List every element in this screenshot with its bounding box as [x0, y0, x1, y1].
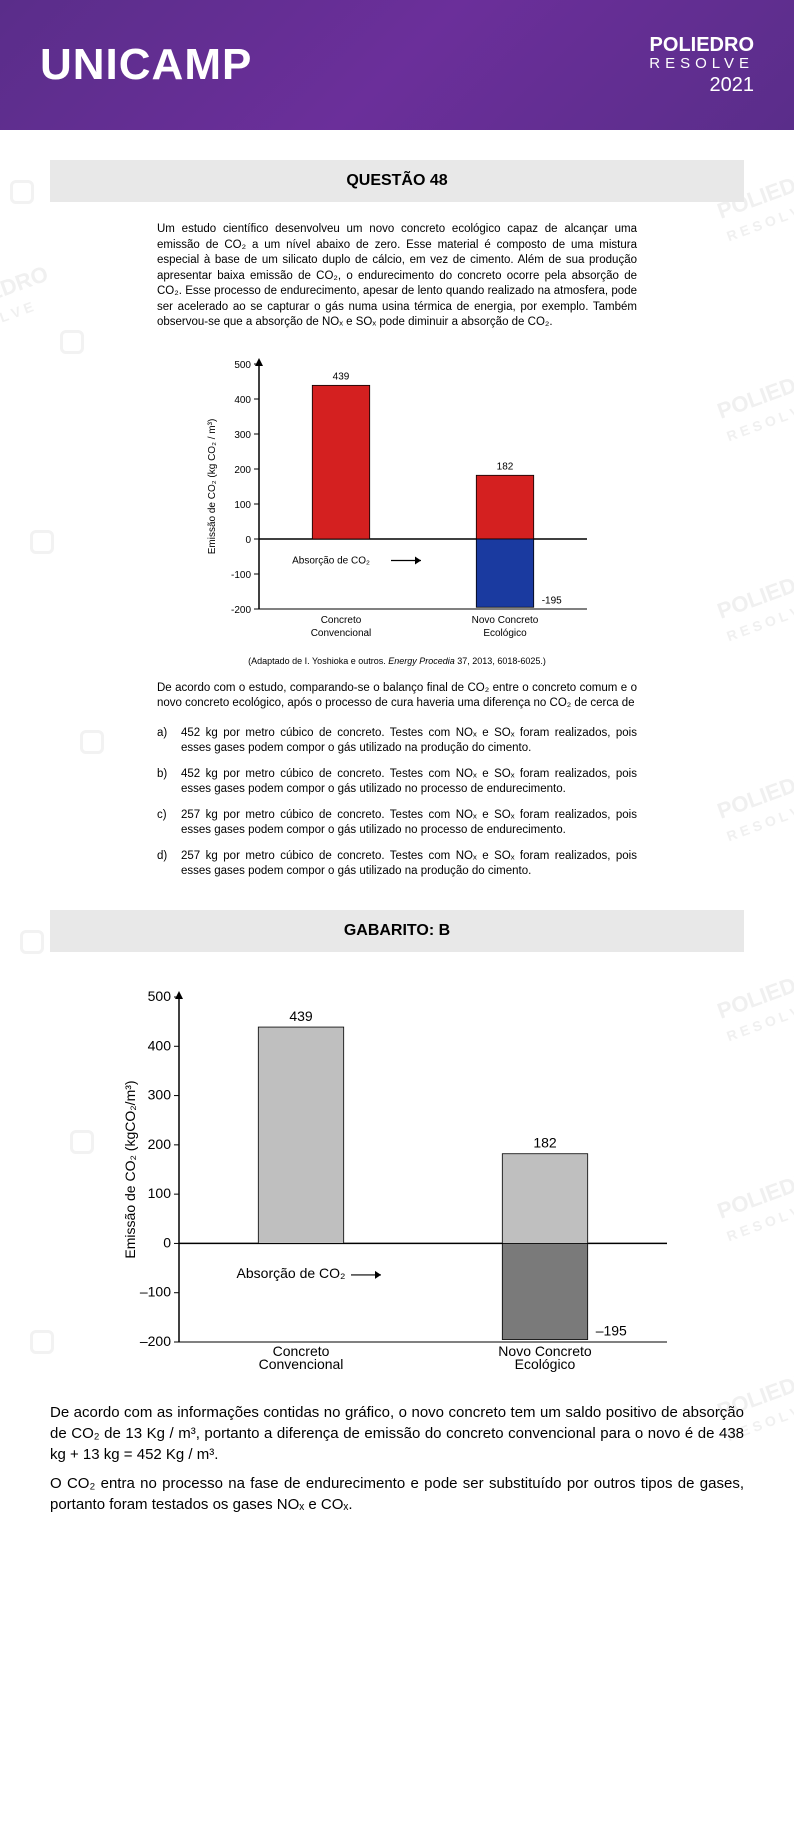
- option-label: c): [157, 808, 181, 839]
- option-text: 257 kg por metro cúbico de concreto. Tes…: [181, 849, 637, 880]
- svg-text:–200: –200: [140, 1333, 171, 1349]
- svg-text:300: 300: [234, 430, 251, 441]
- answer-paragraph-1: De acordo com as informações contidas no…: [50, 1402, 744, 1465]
- answer-chart: –200–1000100200300400500ConcretoConvenci…: [117, 982, 677, 1382]
- question-stem: Um estudo científico desenvolveu um novo…: [157, 222, 637, 331]
- svg-text:0: 0: [163, 1234, 171, 1250]
- svg-text:-200: -200: [231, 605, 251, 616]
- svg-text:Novo Concreto: Novo Concreto: [472, 615, 539, 626]
- option-a: a) 452 kg por metro cúbico de concreto. …: [157, 726, 637, 757]
- svg-text:400: 400: [234, 395, 251, 406]
- svg-text:100: 100: [234, 500, 251, 511]
- svg-text:500: 500: [148, 988, 172, 1004]
- question-subprompt: De acordo com o estudo, comparando-se o …: [157, 681, 637, 712]
- option-d: d) 257 kg por metro cúbico de concreto. …: [157, 849, 637, 880]
- svg-text:–100: –100: [140, 1284, 171, 1300]
- svg-text:–195: –195: [596, 1322, 627, 1338]
- svg-text:Absorção de CO₂: Absorção de CO₂: [292, 555, 370, 566]
- svg-text:500: 500: [234, 360, 251, 371]
- sponsor-name: POLIEDRO: [649, 34, 754, 56]
- svg-text:400: 400: [148, 1037, 172, 1053]
- svg-text:Convencional: Convencional: [311, 628, 372, 639]
- svg-text:439: 439: [289, 1008, 313, 1024]
- svg-text:200: 200: [148, 1136, 172, 1152]
- answer-title: GABARITO: B: [50, 910, 744, 952]
- option-label: a): [157, 726, 181, 757]
- svg-text:Ecológico: Ecológico: [483, 628, 527, 639]
- header-banner: UNICAMP POLIEDRO RESOLVE 2021: [0, 0, 794, 130]
- svg-text:-195: -195: [542, 595, 562, 606]
- question-title: QUESTÃO 48: [50, 160, 744, 202]
- chart-caption: (Adaptado de I. Yoshioka e outros. Energ…: [157, 655, 637, 667]
- option-text: 257 kg por metro cúbico de concreto. Tes…: [181, 808, 637, 839]
- option-c: c) 257 kg por metro cúbico de concreto. …: [157, 808, 637, 839]
- svg-text:300: 300: [148, 1086, 172, 1102]
- svg-text:Emissão de CO₂ (kgCO₂/m³): Emissão de CO₂ (kgCO₂/m³): [122, 1080, 138, 1258]
- question-chart: -200 -100 0 100 200 300 400 500 Concreto Convenci…: [197, 349, 597, 649]
- option-label: b): [157, 767, 181, 798]
- svg-text:-100: -100: [231, 570, 251, 581]
- svg-text:Concreto: Concreto: [321, 615, 362, 626]
- svg-text:0: 0: [245, 535, 251, 546]
- svg-text:439: 439: [333, 371, 350, 382]
- svg-text:100: 100: [148, 1185, 172, 1201]
- option-text: 452 kg por metro cúbico de concreto. Tes…: [181, 726, 637, 757]
- svg-text:182: 182: [497, 461, 514, 472]
- exam-year: 2021: [649, 74, 754, 96]
- svg-text:Absorção de CO₂: Absorção de CO₂: [237, 1265, 346, 1281]
- svg-text:Ecológico: Ecológico: [515, 1356, 576, 1372]
- option-b: b) 452 kg por metro cúbico de concreto. …: [157, 767, 637, 798]
- svg-text:Emissão de CO₂ (kg CO₂ / m³): Emissão de CO₂ (kg CO₂ / m³): [207, 418, 218, 554]
- svg-text:200: 200: [234, 465, 251, 476]
- sponsor-tagline: RESOLVE: [649, 56, 754, 73]
- brand-logo: UNICAMP: [40, 40, 252, 90]
- answer-paragraph-2: O CO₂ entra no processo na fase de endur…: [50, 1473, 744, 1515]
- option-text: 452 kg por metro cúbico de concreto. Tes…: [181, 767, 637, 798]
- option-label: d): [157, 849, 181, 880]
- svg-text:Convencional: Convencional: [259, 1356, 344, 1372]
- svg-text:182: 182: [533, 1135, 557, 1151]
